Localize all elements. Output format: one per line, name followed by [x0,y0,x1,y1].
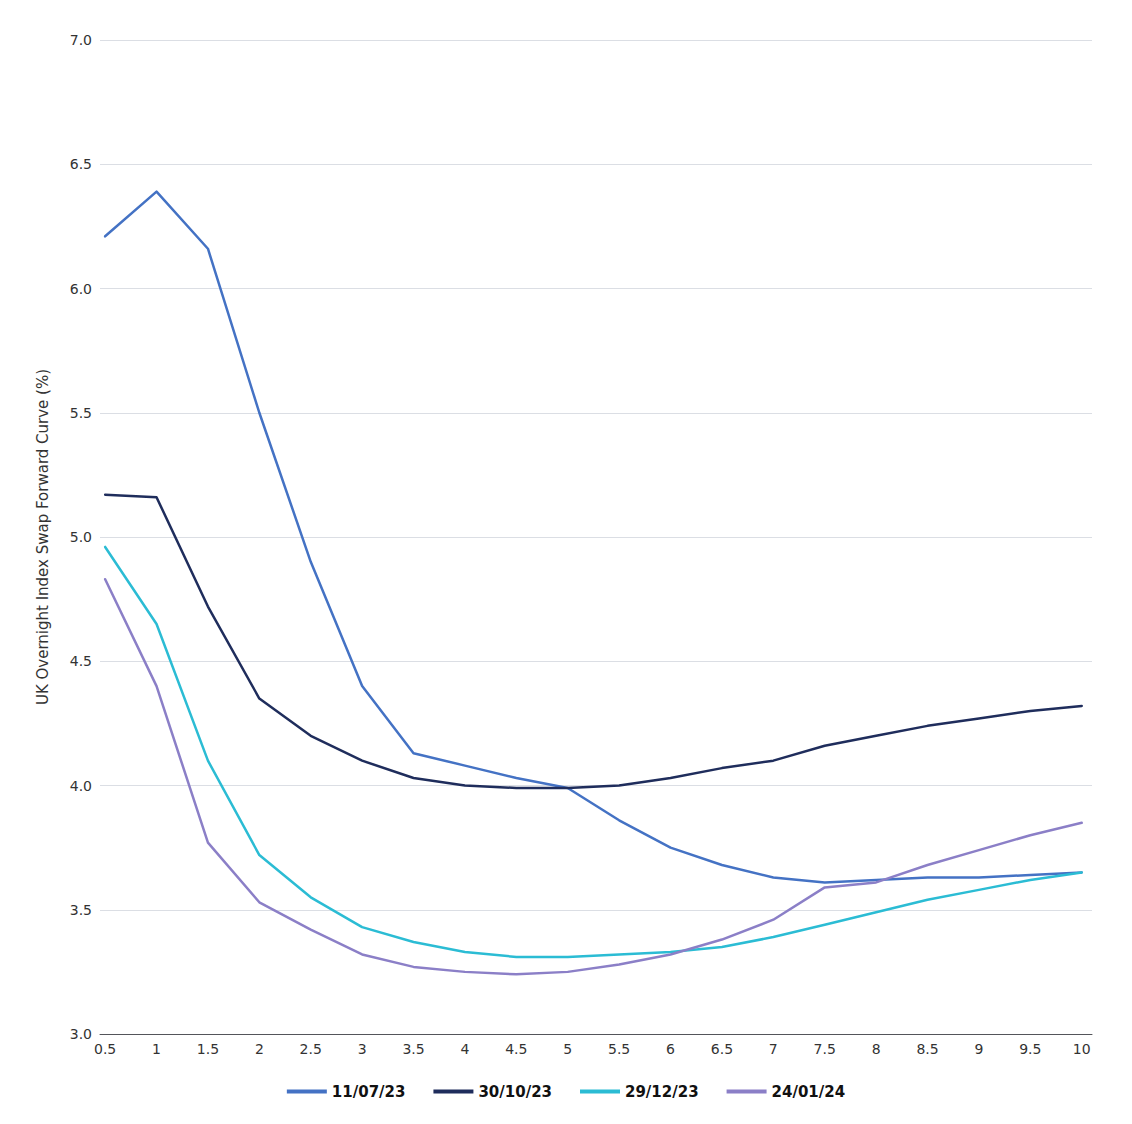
svg-text:29/12/23: 29/12/23 [625,1083,699,1101]
svg-text:7: 7 [769,1041,778,1057]
svg-text:5: 5 [563,1041,572,1057]
svg-text:5.5: 5.5 [70,405,92,421]
svg-text:1: 1 [152,1041,161,1057]
svg-text:4.0: 4.0 [70,778,92,794]
svg-text:6: 6 [666,1041,675,1057]
svg-text:8: 8 [872,1041,881,1057]
svg-text:1.5: 1.5 [197,1041,219,1057]
svg-text:4: 4 [460,1041,469,1057]
svg-text:24/01/24: 24/01/24 [772,1083,846,1101]
svg-text:5.5: 5.5 [608,1041,630,1057]
svg-text:10: 10 [1073,1041,1091,1057]
svg-text:4.5: 4.5 [505,1041,527,1057]
svg-text:5.0: 5.0 [70,529,92,545]
svg-text:2: 2 [255,1041,264,1057]
svg-text:3.0: 3.0 [70,1026,92,1042]
svg-text:9.5: 9.5 [1019,1041,1041,1057]
svg-text:30/10/23: 30/10/23 [478,1083,552,1101]
svg-text:3.5: 3.5 [70,902,92,918]
svg-text:0.5: 0.5 [94,1041,116,1057]
svg-text:2.5: 2.5 [300,1041,322,1057]
svg-text:7.5: 7.5 [814,1041,836,1057]
svg-text:8.5: 8.5 [916,1041,938,1057]
svg-text:6.5: 6.5 [711,1041,733,1057]
svg-text:4.5: 4.5 [70,653,92,669]
svg-text:UK Overnight Index Swap Forwar: UK Overnight Index Swap Forward Curve (%… [34,369,52,705]
svg-text:6.0: 6.0 [70,281,92,297]
svg-text:3.5: 3.5 [402,1041,424,1057]
svg-text:3: 3 [358,1041,367,1057]
svg-text:7.0: 7.0 [70,32,92,48]
svg-text:9: 9 [974,1041,983,1057]
svg-text:6.5: 6.5 [70,156,92,172]
svg-text:11/07/23: 11/07/23 [332,1083,406,1101]
